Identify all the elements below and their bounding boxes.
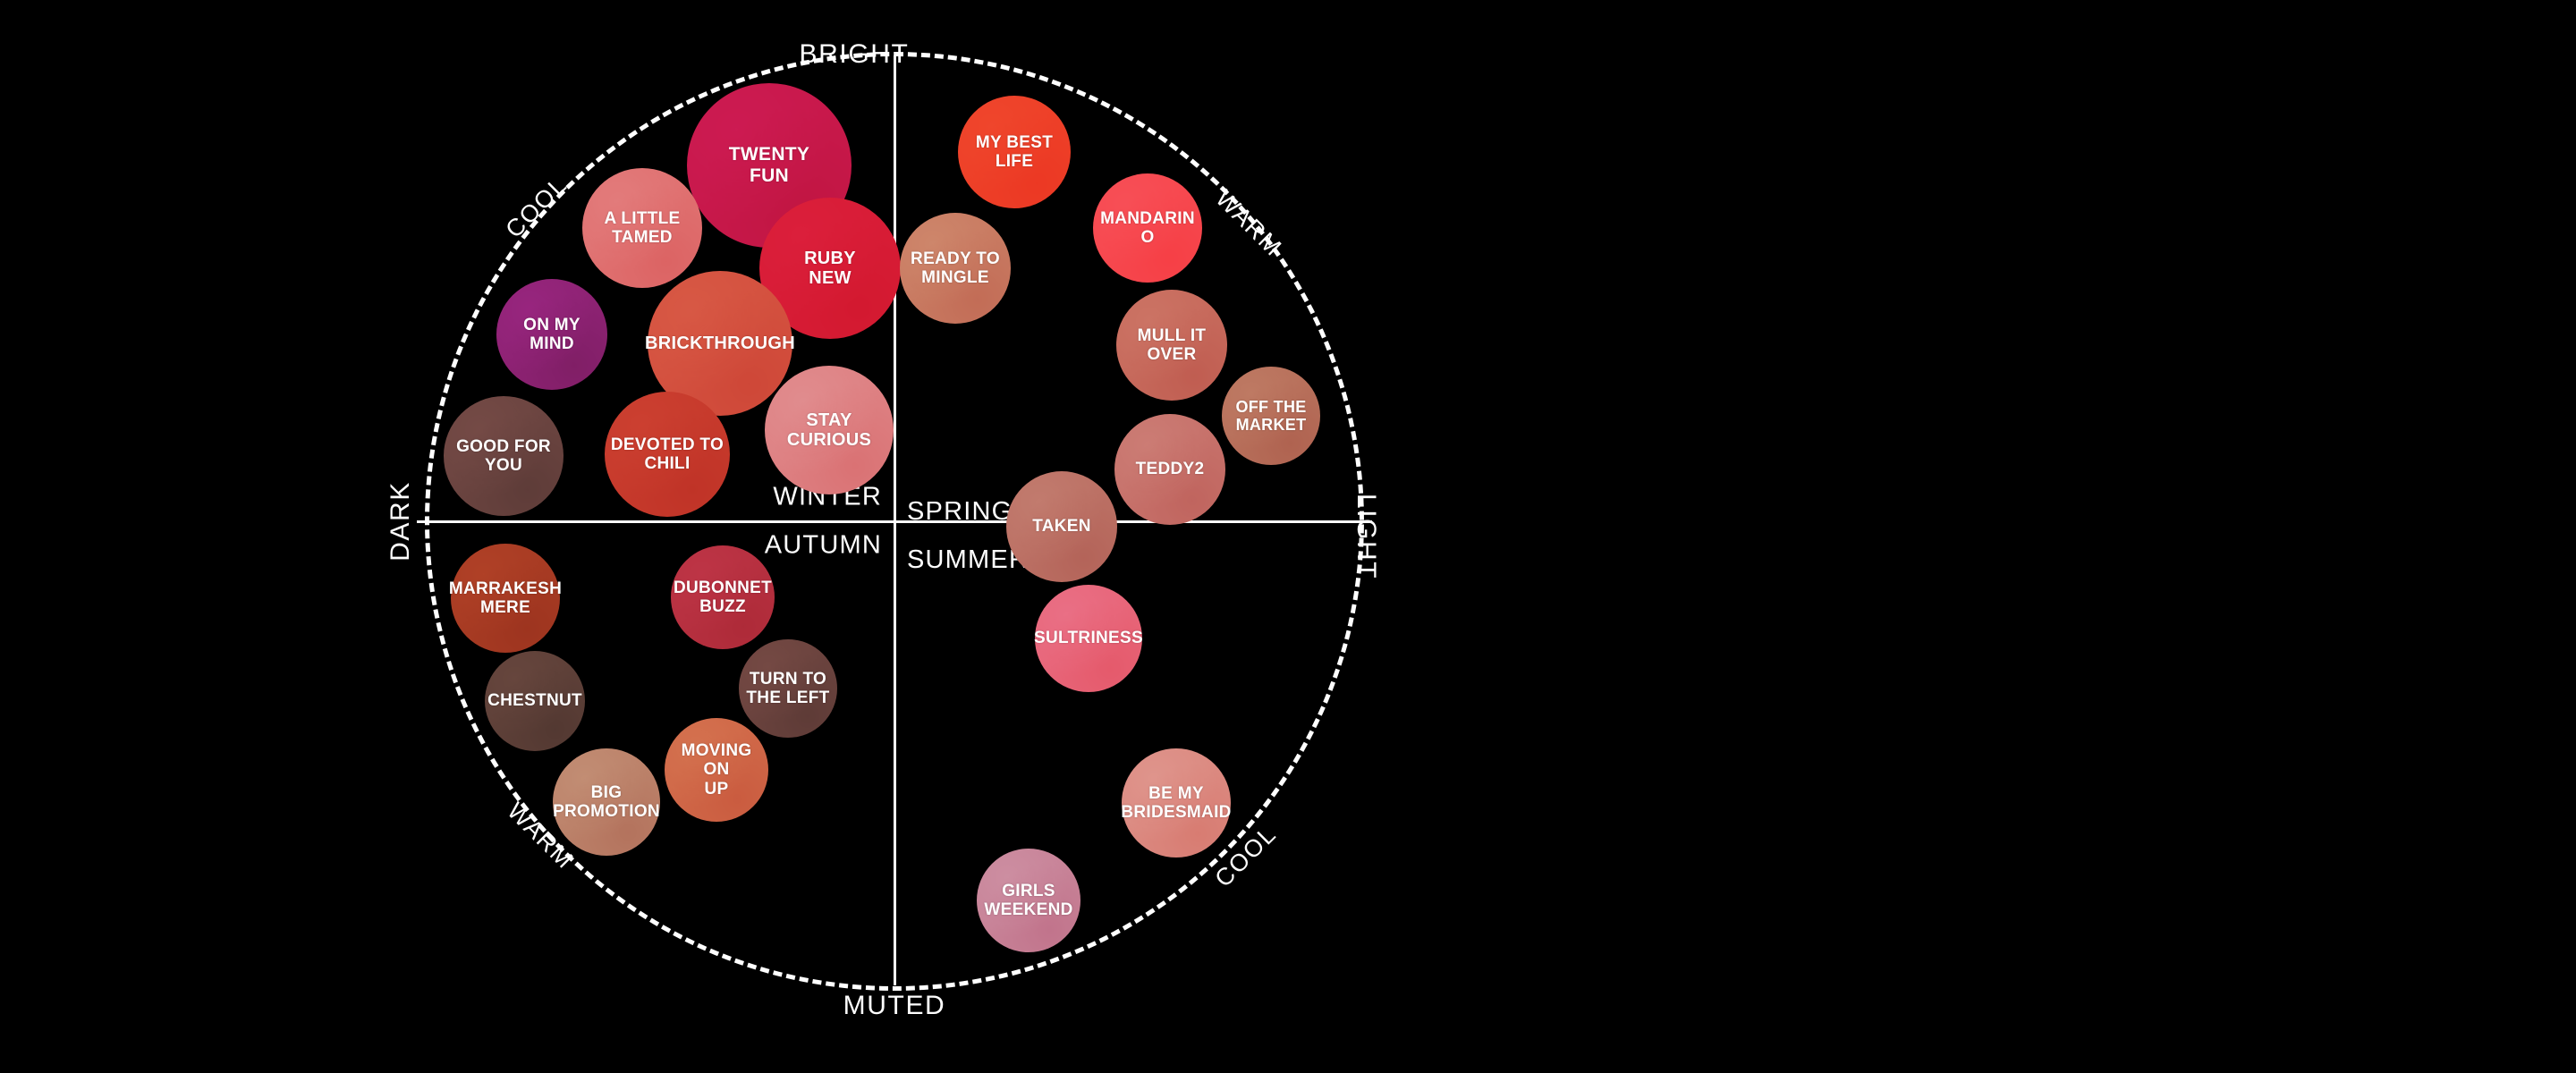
shade-label: A LITTLE TAMED bbox=[604, 208, 681, 247]
quadrant-label-autumn: AUTUMN bbox=[764, 530, 882, 560]
axis-label-muted: MUTED bbox=[843, 991, 946, 1020]
quadrant-label-spring: SPRING bbox=[907, 497, 1013, 526]
shade-swatch[interactable]: STAY CURIOUS bbox=[765, 366, 894, 494]
shade-swatch[interactable]: MARRAKESH MERE bbox=[449, 544, 562, 653]
axis-label-dark: DARK bbox=[386, 481, 415, 562]
diagonal-label-warm-top-right: WARM bbox=[1210, 184, 1288, 262]
shade-label: READY TO MINGLE bbox=[911, 249, 1000, 287]
shade-swatch[interactable]: MY BEST LIFE bbox=[958, 96, 1071, 208]
shade-swatch[interactable]: MULL IT OVER bbox=[1116, 290, 1227, 401]
shade-label: BE MY BRIDESMAID bbox=[1121, 783, 1232, 822]
shade-swatch[interactable]: DUBONNET BUZZ bbox=[671, 545, 775, 649]
shade-swatch[interactable]: MOVING ON UP bbox=[665, 718, 768, 822]
shade-label: MY BEST LIFE bbox=[975, 132, 1054, 171]
shade-label: OFF THE MARKET bbox=[1235, 397, 1307, 434]
shade-label: TEDDY2 bbox=[1135, 460, 1205, 479]
shade-label: BIG PROMOTION bbox=[553, 782, 660, 821]
shade-swatch[interactable]: READY TO MINGLE bbox=[900, 213, 1011, 324]
shade-swatch[interactable]: MANDARIN O bbox=[1093, 173, 1202, 283]
shade-swatch[interactable]: GIRLS WEEKEND bbox=[977, 849, 1080, 952]
shade-swatch[interactable]: CHESTNUT bbox=[485, 651, 585, 751]
shade-swatch[interactable]: BIG PROMOTION bbox=[553, 748, 660, 856]
shade-label: STAY CURIOUS bbox=[786, 410, 872, 450]
shade-swatch[interactable]: A LITTLE TAMED bbox=[582, 168, 702, 288]
axis-label-light: LIGHT bbox=[1352, 493, 1381, 580]
shade-swatch[interactable]: DEVOTED TO CHILI bbox=[605, 392, 730, 517]
shade-label: DEVOTED TO CHILI bbox=[610, 435, 724, 473]
shade-label: ON MY MIND bbox=[523, 315, 580, 353]
shade-swatch[interactable]: TWENTY FUN bbox=[687, 83, 852, 248]
quadrant-label-summer: SUMMER bbox=[907, 545, 1030, 574]
shade-label: GOOD FOR YOU bbox=[456, 436, 551, 475]
shade-swatch[interactable]: SULTRINESS bbox=[1034, 585, 1143, 692]
shade-label: SULTRINESS bbox=[1034, 629, 1143, 648]
shade-label: MULL IT OVER bbox=[1137, 325, 1207, 364]
shade-label: MOVING ON UP bbox=[681, 741, 752, 798]
shade-label: BRICKTHROUGH bbox=[644, 333, 796, 353]
shade-label: MARRAKESH MERE bbox=[448, 579, 563, 617]
shade-label: TAKEN bbox=[1032, 517, 1091, 536]
shade-swatch[interactable]: GOOD FOR YOU bbox=[444, 396, 564, 516]
shade-swatch[interactable]: TEDDY2 bbox=[1114, 414, 1225, 525]
axis-label-bright: BRIGHT bbox=[799, 39, 910, 69]
shade-label: GIRLS WEEKEND bbox=[984, 881, 1073, 919]
shade-label: MANDARIN O bbox=[1100, 208, 1195, 247]
shade-swatch[interactable]: OFF THE MARKET bbox=[1222, 367, 1320, 465]
shade-swatch[interactable]: TAKEN bbox=[1006, 471, 1117, 582]
shade-label: DUBONNET BUZZ bbox=[673, 578, 773, 616]
shade-swatch[interactable]: TURN TO THE LEFT bbox=[739, 639, 837, 738]
vertical-axis bbox=[894, 55, 896, 985]
shade-label: TURN TO THE LEFT bbox=[746, 669, 830, 707]
shade-label: TWENTY FUN bbox=[728, 144, 810, 186]
shade-swatch[interactable]: BE MY BRIDESMAID bbox=[1121, 748, 1231, 858]
diagonal-label-cool-top-left: COOL bbox=[500, 171, 572, 243]
shade-label: CHESTNUT bbox=[487, 691, 582, 711]
shade-label: RUBY NEW bbox=[804, 248, 856, 288]
shade-swatch[interactable]: ON MY MIND bbox=[496, 279, 607, 390]
